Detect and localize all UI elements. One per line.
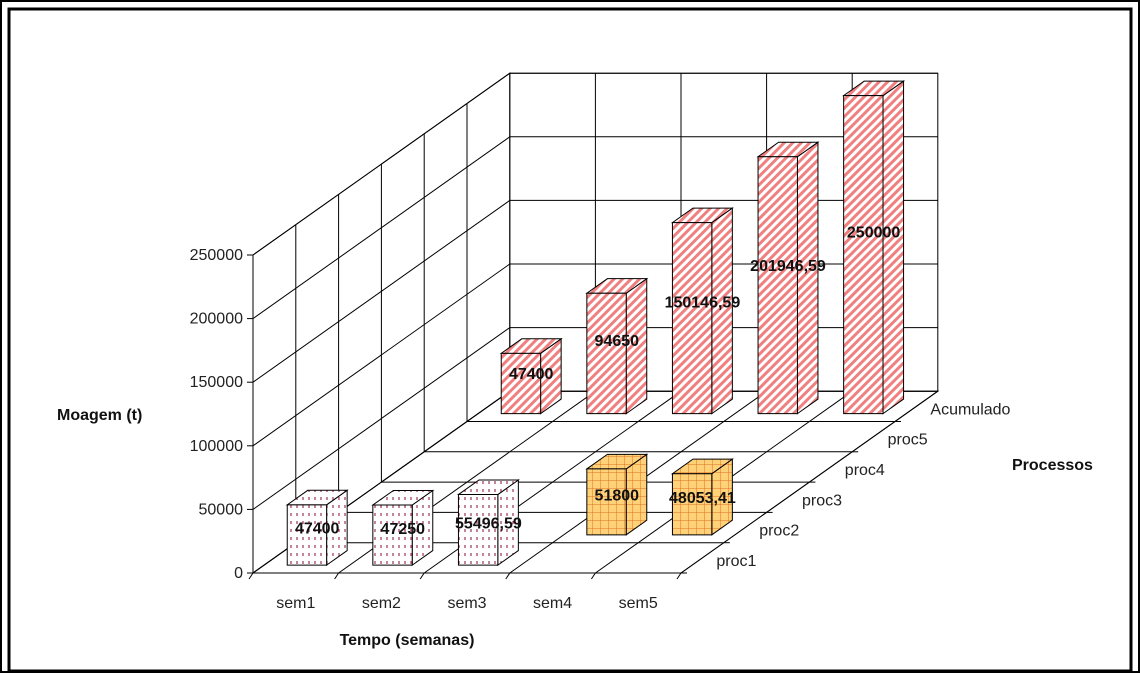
y-tick-label: 0 [234, 565, 243, 582]
depth-tick-label: proc3 [802, 492, 842, 509]
x-tick-label: sem5 [619, 595, 658, 612]
x-tick-mark [419, 572, 425, 580]
y-axis-title: Moagem (t) [57, 407, 142, 424]
y-tick-label: 150000 [190, 374, 243, 391]
x-tick-mark [248, 572, 254, 580]
depth-tick-label: proc4 [845, 462, 885, 479]
data-label: 201946,59 [750, 258, 826, 275]
data-label: 47250 [381, 521, 426, 538]
x-tick-label: sem1 [276, 595, 315, 612]
bar-front [286, 504, 328, 566]
bar-Acumulado-sem5 [842, 80, 906, 415]
data-label: 94650 [595, 333, 640, 350]
depth-tick-label: proc1 [716, 553, 756, 570]
x-tick-mark [590, 572, 596, 580]
bar-Acumulado-sem4 [756, 141, 820, 415]
z-axis-title: Processos [1012, 457, 1093, 474]
y-tick-label: 50000 [199, 501, 244, 518]
bar-side [796, 141, 819, 415]
bar-front [586, 292, 627, 415]
labels-layer: 47400 94650 150146,59 201946,59 250000 51800 4… [295, 224, 900, 537]
x-tick-label: sem3 [447, 595, 486, 612]
plot-area-border [7, 7, 1133, 673]
bar-proc2-sem5 [670, 458, 734, 536]
bar-Acumulado-sem1 [499, 337, 563, 415]
depth-tick-label: proc2 [759, 523, 799, 540]
data-label: 55496,59 [455, 516, 522, 533]
data-label: 51800 [595, 488, 640, 505]
x-tick-label: sem2 [362, 595, 401, 612]
bar-proc1-sem3 [456, 479, 520, 567]
bar-front [757, 156, 798, 415]
data-label: 47400 [509, 366, 554, 383]
data-label: 48053,41 [669, 490, 736, 507]
bar-front [500, 352, 542, 415]
data-label: 250000 [847, 224, 900, 241]
x-tick-mark [334, 572, 340, 580]
data-label: 47400 [295, 521, 340, 538]
y-tick-label: 100000 [190, 438, 243, 455]
depth-tick-label: proc5 [888, 432, 928, 449]
x-tick-mark [676, 572, 682, 580]
bar-side [882, 80, 905, 415]
bar-front [671, 473, 713, 536]
bar-front [457, 494, 499, 566]
bars-layer [285, 80, 906, 567]
x-tick-label: sem4 [533, 595, 572, 612]
bar-proc2-sem4 [585, 453, 649, 536]
depth-tick-label: Acumulado [930, 401, 1010, 418]
x-tick-mark [505, 572, 511, 580]
bar-front [671, 222, 713, 415]
bar-front [372, 504, 413, 566]
y-tick-label: 200000 [190, 311, 243, 328]
bar-proc1-sem2 [371, 489, 435, 567]
x-axis-title: Tempo (semanas) [340, 632, 475, 649]
bar-Acumulado-sem2 [585, 277, 649, 415]
bar-front [843, 95, 884, 415]
y-tick-label: 250000 [190, 247, 243, 264]
data-label: 150146,59 [665, 294, 741, 311]
bar-proc1-sem1 [285, 489, 349, 567]
bar-front [586, 468, 627, 536]
bar-Acumulado-sem3 [670, 207, 734, 415]
